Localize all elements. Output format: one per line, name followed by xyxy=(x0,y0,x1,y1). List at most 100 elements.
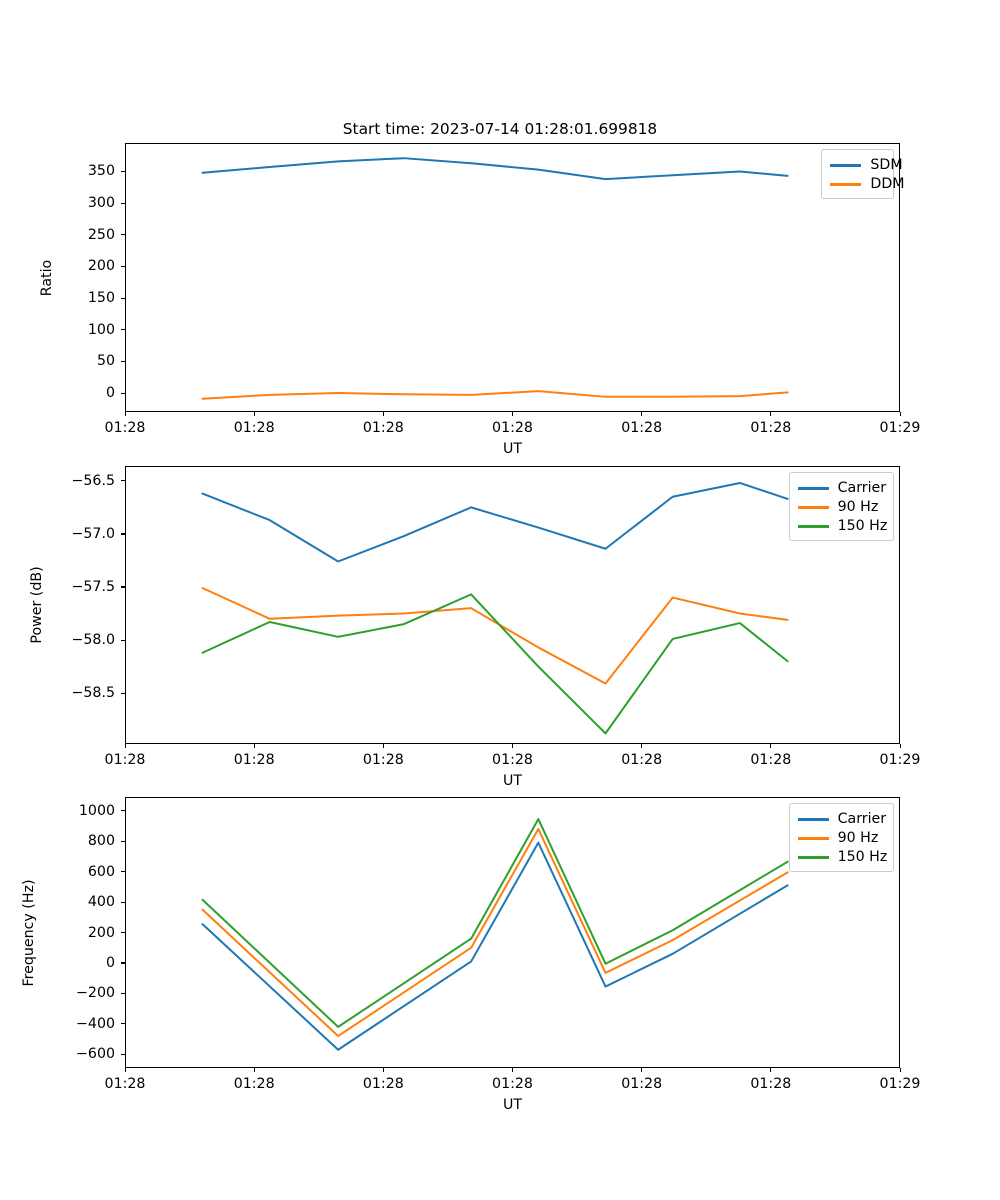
xtick-label: 01:29 xyxy=(879,420,921,436)
legend-frequency-plot[interactable]: Carrier 90 Hz 150 Hz xyxy=(788,803,894,872)
legend-color-swatch xyxy=(797,818,829,821)
ytick-label: 400 xyxy=(87,894,115,911)
ytick-mark xyxy=(121,1023,125,1025)
legend-label: 90 Hz xyxy=(837,499,879,516)
data-line-carrier xyxy=(201,841,789,1051)
xtick-label: 01:28 xyxy=(104,420,146,436)
ytick-mark xyxy=(121,480,125,482)
legend-color-swatch xyxy=(797,525,829,528)
legend-entry: SDM xyxy=(830,156,903,175)
xtick-label: 01:28 xyxy=(492,420,533,436)
ytick-mark xyxy=(121,962,125,964)
xtick-mark xyxy=(382,1068,384,1072)
ytick-mark xyxy=(121,392,125,394)
xtick-label: 01:28 xyxy=(362,752,404,768)
legend-entry: Carrier xyxy=(797,810,887,829)
axes-frame-frequency xyxy=(125,797,900,1068)
ytick-mark xyxy=(121,533,125,535)
xtick-mark xyxy=(899,1068,901,1072)
x-axis-label: UT xyxy=(502,773,523,789)
xtick-label: 01:28 xyxy=(750,1076,792,1092)
xtick-mark xyxy=(253,412,255,416)
ytick-mark xyxy=(121,586,125,588)
xtick-label: 01:28 xyxy=(233,752,275,768)
y-axis-label: Power (dB) xyxy=(29,566,45,644)
legend-ratio-plot[interactable]: SDM DDM xyxy=(821,149,904,199)
ytick-label: −58.0 xyxy=(71,632,115,648)
ytick-label: 0 xyxy=(105,954,115,971)
legend-entry: 150 Hz xyxy=(797,848,887,867)
legend-label: Carrier xyxy=(837,480,887,497)
xtick-label: 01:29 xyxy=(879,1076,921,1092)
ytick-label: −400 xyxy=(76,1015,115,1032)
xtick-mark xyxy=(899,412,901,416)
legend-label: 90 Hz xyxy=(837,830,879,847)
xtick-label: 01:28 xyxy=(621,752,663,768)
legend-label: 150 Hz xyxy=(837,518,888,535)
xtick-mark xyxy=(382,412,384,416)
xtick-label: 01:28 xyxy=(362,420,404,436)
xtick-label: 01:28 xyxy=(104,752,146,768)
xtick-mark xyxy=(641,412,643,416)
ytick-mark xyxy=(121,1053,125,1055)
ytick-label: −58.5 xyxy=(71,685,115,702)
legend-color-swatch xyxy=(797,856,829,859)
xtick-label: 01:28 xyxy=(621,420,663,436)
axes-frame-power xyxy=(125,466,900,744)
data-line-90-hz xyxy=(201,827,789,1038)
xtick-mark xyxy=(770,1068,772,1072)
ytick-label: 600 xyxy=(87,863,115,880)
ytick-mark xyxy=(121,639,125,641)
plot-lines-ratio xyxy=(201,157,789,400)
x-axis-label: UT xyxy=(502,441,523,457)
ytick-mark xyxy=(121,360,125,362)
xtick-label: 01:28 xyxy=(492,1076,533,1092)
xtick-mark xyxy=(512,1068,514,1072)
xtick-mark xyxy=(253,1068,255,1072)
legend-color-swatch xyxy=(830,164,862,167)
xtick-label: 01:28 xyxy=(233,420,275,436)
ytick-label: −56.5 xyxy=(71,472,115,489)
legend-label: SDM xyxy=(870,157,903,174)
data-line-carrier xyxy=(201,481,789,563)
xtick-mark xyxy=(770,744,772,748)
ytick-label: 0 xyxy=(105,385,115,401)
legend-color-swatch xyxy=(797,837,829,840)
xtick-mark xyxy=(253,744,255,748)
ytick-label: −600 xyxy=(76,1046,115,1063)
xtick-mark xyxy=(124,744,126,748)
ytick-mark xyxy=(121,840,125,842)
xtick-label: 01:28 xyxy=(233,1076,275,1092)
data-line-150-hz xyxy=(201,818,789,1028)
ytick-label: −200 xyxy=(76,985,115,1002)
legend-color-swatch xyxy=(830,183,862,186)
ytick-label: 150 xyxy=(87,290,115,307)
xtick-mark xyxy=(641,744,643,748)
xtick-label: 01:28 xyxy=(362,1076,404,1092)
ytick-label: 350 xyxy=(87,163,115,180)
xtick-label: 01:29 xyxy=(879,752,921,768)
ytick-label: 200 xyxy=(87,258,115,275)
legend-entry: DDM xyxy=(830,175,904,194)
legend-label: Carrier xyxy=(837,811,887,828)
ytick-mark xyxy=(121,329,125,331)
subplot-frequency xyxy=(125,797,900,1068)
ytick-mark xyxy=(121,692,125,694)
legend-power-plot[interactable]: Carrier 90 Hz 150 Hz xyxy=(788,472,894,541)
xtick-mark xyxy=(124,1068,126,1072)
xtick-label: 01:28 xyxy=(492,752,533,768)
ytick-label: 200 xyxy=(87,924,115,941)
x-axis-label: UT xyxy=(502,1097,523,1113)
ytick-mark xyxy=(121,871,125,873)
subplot-ratio xyxy=(125,143,900,412)
data-line-ddm xyxy=(201,390,789,400)
subplot-power xyxy=(125,466,900,744)
xtick-mark xyxy=(124,412,126,416)
xtick-mark xyxy=(512,412,514,416)
xtick-mark xyxy=(512,744,514,748)
ytick-mark xyxy=(121,932,125,934)
ytick-label: −57.5 xyxy=(71,578,115,595)
xtick-label: 01:28 xyxy=(621,1076,663,1092)
data-line-sdm xyxy=(201,157,789,181)
